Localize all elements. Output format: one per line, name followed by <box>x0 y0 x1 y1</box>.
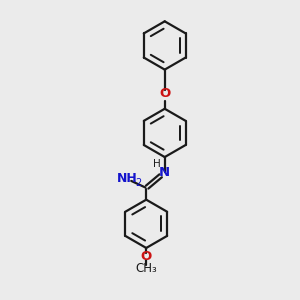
Text: 2: 2 <box>135 178 141 188</box>
Text: O: O <box>141 250 152 263</box>
Text: H: H <box>153 159 160 169</box>
Text: NH: NH <box>117 172 137 185</box>
Text: CH₃: CH₃ <box>135 262 157 275</box>
Text: N: N <box>159 166 170 179</box>
Text: O: O <box>159 87 170 100</box>
